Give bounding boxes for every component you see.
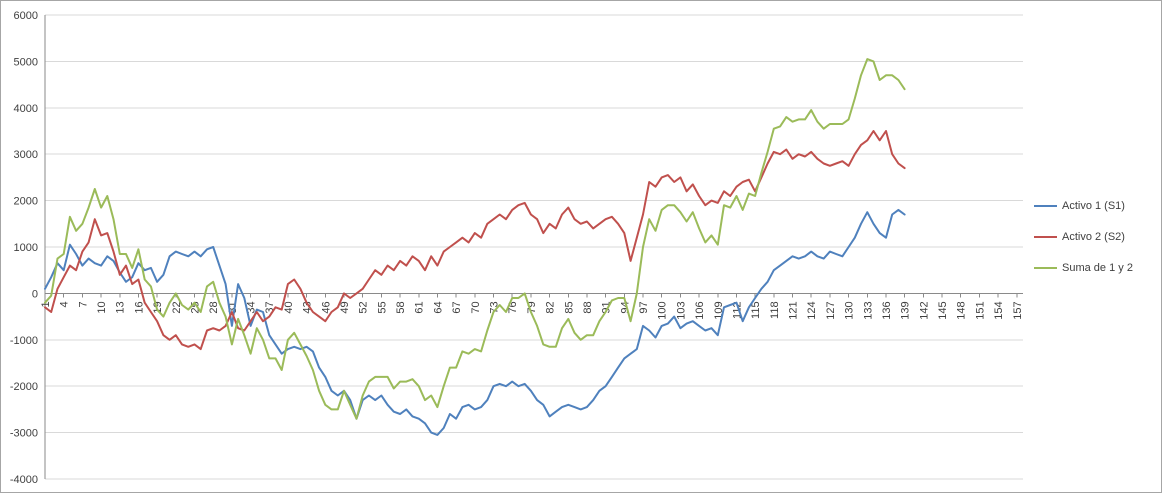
series-line-2 xyxy=(44,58,906,420)
x-axis-tick-label: 100 xyxy=(657,301,669,319)
x-axis-tick-label: 28 xyxy=(208,301,220,313)
legend-label-activo-1: Activo 1 (S1) xyxy=(1062,200,1125,212)
x-axis-tick-label: 22 xyxy=(171,301,183,313)
x-axis-tick-label: 124 xyxy=(806,301,818,319)
legend-item-suma: Suma de 1 y 2 xyxy=(1034,262,1133,274)
y-axis-tick-label: -2000 xyxy=(10,381,38,393)
y-axis-tick-label: -1000 xyxy=(10,335,38,347)
legend-swatch-activo-1 xyxy=(1034,205,1057,207)
y-axis-tick-label: 5000 xyxy=(14,56,38,68)
x-axis-tick-label: 40 xyxy=(283,301,295,313)
y-axis-tick-label: 4000 xyxy=(14,103,38,115)
x-axis-tick-label: 70 xyxy=(470,301,482,313)
x-axis-tick-label: 67 xyxy=(451,301,463,313)
y-axis-tick-label: -3000 xyxy=(10,428,38,440)
chart-legend: Activo 1 (S1) Activo 2 (S2) Suma de 1 y … xyxy=(1034,200,1133,274)
x-axis-tick-label: 16 xyxy=(133,301,145,313)
x-axis-tick-label: 151 xyxy=(974,301,986,319)
x-axis-tick-label: 121 xyxy=(788,301,800,319)
x-axis-tick-label: 88 xyxy=(582,301,594,313)
x-axis-tick-label: 49 xyxy=(339,301,351,313)
x-axis-tick-label: 118 xyxy=(769,301,781,319)
y-axis-tick-label: -4000 xyxy=(10,474,38,486)
x-axis-tick-label: 4 xyxy=(59,301,71,307)
legend-label-suma: Suma de 1 y 2 xyxy=(1062,262,1133,274)
x-axis-tick-label: 52 xyxy=(358,301,370,313)
legend-item-activo-2: Activo 2 (S2) xyxy=(1034,231,1133,243)
x-axis-tick-label: 115 xyxy=(750,301,762,319)
x-axis-tick-label: 64 xyxy=(432,301,444,313)
y-axis-tick-label: 6000 xyxy=(14,10,38,22)
x-axis-tick-label: 148 xyxy=(956,301,968,319)
x-axis-tick-label: 142 xyxy=(918,301,930,319)
x-axis-tick-label: 154 xyxy=(993,301,1005,319)
legend-label-activo-2: Activo 2 (S2) xyxy=(1062,231,1125,243)
x-axis-tick-label: 97 xyxy=(638,301,650,313)
x-axis-tick-label: 85 xyxy=(563,301,575,313)
x-axis-tick-label: 82 xyxy=(545,301,557,313)
legend-swatch-suma xyxy=(1034,267,1057,269)
x-axis-tick-label: 130 xyxy=(844,301,856,319)
y-axis-tick-label: 1000 xyxy=(14,242,38,254)
x-axis-tick-label: 136 xyxy=(881,301,893,319)
x-axis-tick-label: 103 xyxy=(675,301,687,319)
x-axis-tick-label: 7 xyxy=(77,301,89,307)
x-axis-tick-label: 46 xyxy=(320,301,332,313)
x-axis-tick-label: 58 xyxy=(395,301,407,313)
series-line-1 xyxy=(44,130,906,351)
x-axis-tick-label: 55 xyxy=(376,301,388,313)
x-axis-tick-label: 139 xyxy=(900,301,912,319)
x-axis-tick-label: 13 xyxy=(115,301,127,313)
legend-item-activo-1: Activo 1 (S1) xyxy=(1034,200,1133,212)
x-axis-tick-label: 10 xyxy=(96,301,108,313)
x-axis-tick-label: 43 xyxy=(302,301,314,313)
x-axis-tick-label: 127 xyxy=(825,301,837,319)
x-axis-tick-label: 133 xyxy=(862,301,874,319)
legend-swatch-activo-2 xyxy=(1034,236,1057,238)
x-axis-tick-label: 73 xyxy=(489,301,501,313)
y-axis-tick-label: 3000 xyxy=(14,149,38,161)
x-axis-tick-label: 61 xyxy=(414,301,426,313)
y-axis-tick-label: 0 xyxy=(32,288,38,300)
x-axis-tick-label: 34 xyxy=(246,301,258,313)
x-axis-tick-label: 1 xyxy=(40,301,52,307)
x-axis-tick-label: 157 xyxy=(1012,301,1024,319)
series-line-0 xyxy=(44,208,906,436)
y-axis-tick-label: 2000 xyxy=(14,196,38,208)
x-axis-tick-label: 106 xyxy=(694,301,706,319)
x-axis-tick-label: 145 xyxy=(937,301,949,319)
